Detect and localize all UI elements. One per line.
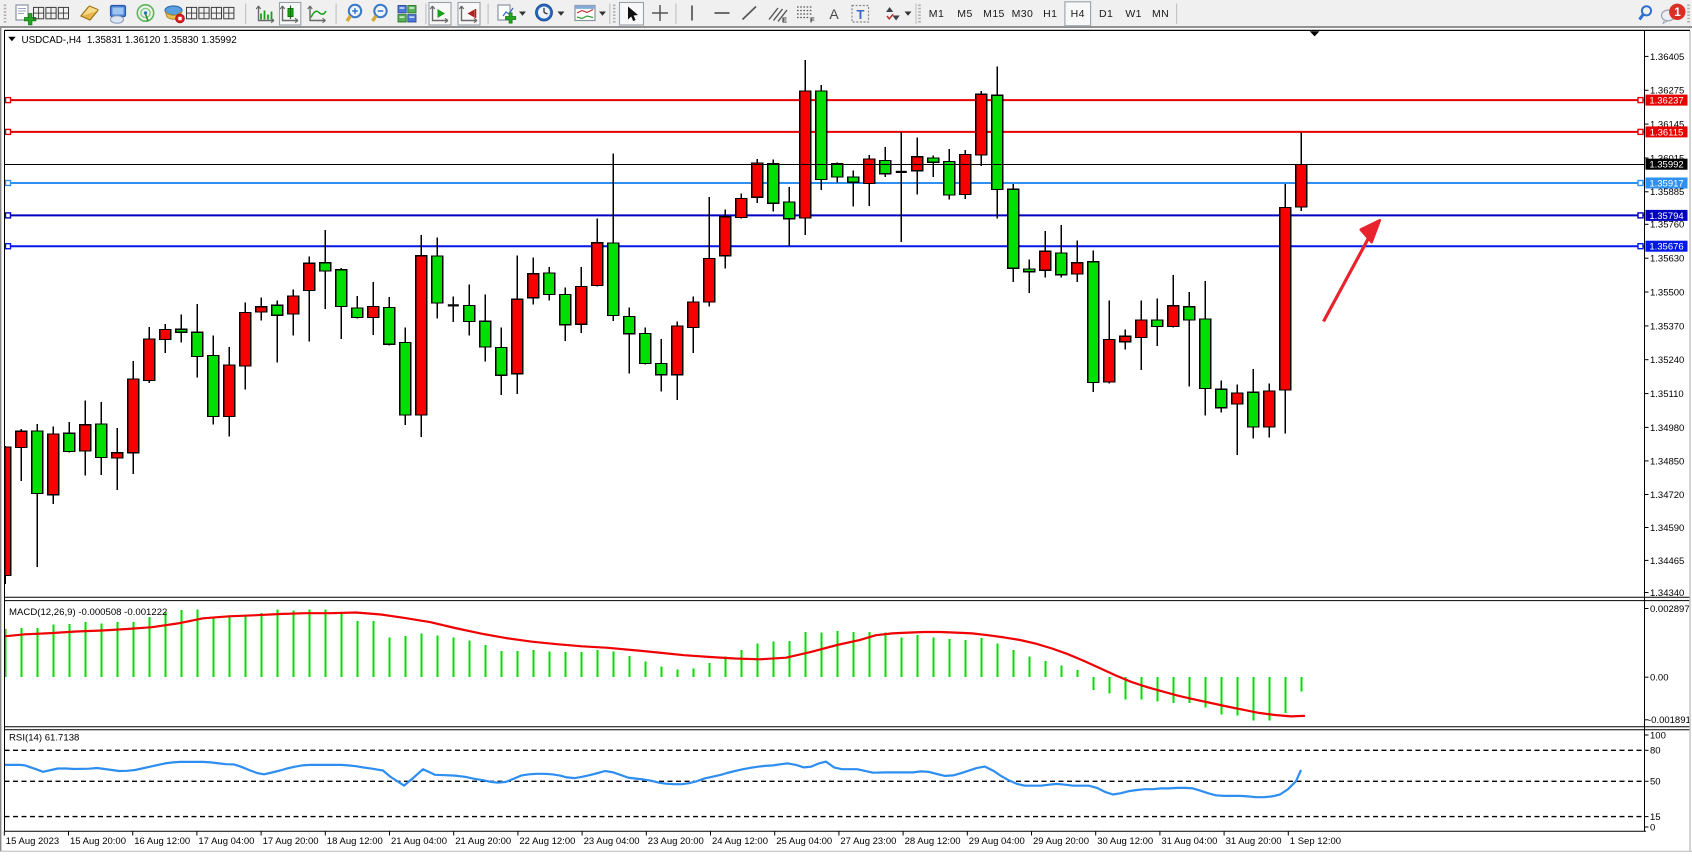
svg-text:1.36405: 1.36405 bbox=[1650, 52, 1684, 63]
svg-text:M1: M1 bbox=[929, 8, 944, 20]
svg-text:25 Aug 04:00: 25 Aug 04:00 bbox=[776, 836, 832, 847]
svg-text:E: E bbox=[782, 16, 787, 25]
svg-text:30 Aug 12:00: 30 Aug 12:00 bbox=[1097, 836, 1153, 847]
svg-text:29 Aug 04:00: 29 Aug 04:00 bbox=[969, 836, 1025, 847]
svg-text:1: 1 bbox=[1674, 5, 1681, 19]
svg-text:1.34590: 1.34590 bbox=[1650, 523, 1684, 534]
svg-text:18 Aug 12:00: 18 Aug 12:00 bbox=[327, 836, 383, 847]
svg-text:MN: MN bbox=[1152, 8, 1169, 20]
svg-text:1.35240: 1.35240 bbox=[1650, 355, 1684, 366]
svg-text:15 Aug 2023: 15 Aug 2023 bbox=[6, 836, 59, 847]
svg-text:27 Aug 23:00: 27 Aug 23:00 bbox=[840, 836, 896, 847]
svg-text:1.36237: 1.36237 bbox=[1649, 96, 1683, 107]
svg-text:1.36145: 1.36145 bbox=[1650, 120, 1684, 131]
svg-text:21 Aug 04:00: 21 Aug 04:00 bbox=[391, 836, 447, 847]
svg-text:1.35676: 1.35676 bbox=[1649, 242, 1683, 253]
svg-text:23 Aug 20:00: 23 Aug 20:00 bbox=[648, 836, 704, 847]
svg-text:50: 50 bbox=[1650, 777, 1661, 788]
svg-text:MACD(12,26,9) -0.000508 -0.001: MACD(12,26,9) -0.000508 -0.001222 bbox=[9, 607, 167, 618]
svg-text:21 Aug 20:00: 21 Aug 20:00 bbox=[455, 836, 511, 847]
svg-text:17 Aug 04:00: 17 Aug 04:00 bbox=[198, 836, 254, 847]
svg-text:100: 100 bbox=[1650, 730, 1666, 741]
svg-text:T: T bbox=[857, 7, 865, 22]
svg-text:28 Aug 12:00: 28 Aug 12:00 bbox=[905, 836, 961, 847]
svg-text:31 Aug 20:00: 31 Aug 20:00 bbox=[1226, 836, 1282, 847]
svg-text:1.35630: 1.35630 bbox=[1650, 254, 1684, 265]
svg-text:1.34980: 1.34980 bbox=[1650, 423, 1684, 434]
svg-text:24 Aug 12:00: 24 Aug 12:00 bbox=[712, 836, 768, 847]
svg-text:15 Aug 20:00: 15 Aug 20:00 bbox=[70, 836, 126, 847]
svg-text:1.35794: 1.35794 bbox=[1649, 211, 1683, 222]
svg-text:M5: M5 bbox=[957, 8, 972, 20]
svg-text:M30: M30 bbox=[1012, 8, 1034, 20]
svg-text:M15: M15 bbox=[983, 8, 1005, 20]
svg-text:0.002897: 0.002897 bbox=[1650, 604, 1690, 615]
svg-text:1.34465: 1.34465 bbox=[1650, 556, 1684, 567]
svg-text:1.34720: 1.34720 bbox=[1650, 490, 1684, 501]
svg-text:1.34340: 1.34340 bbox=[1650, 588, 1684, 599]
svg-text:23 Aug 04:00: 23 Aug 04:00 bbox=[584, 836, 640, 847]
svg-text:22 Aug 12:00: 22 Aug 12:00 bbox=[519, 836, 575, 847]
svg-text:1.35500: 1.35500 bbox=[1650, 287, 1684, 298]
svg-text:16 Aug 12:00: 16 Aug 12:00 bbox=[134, 836, 190, 847]
svg-text:RSI(14) 61.7138: RSI(14) 61.7138 bbox=[9, 733, 79, 744]
svg-text:1.35110: 1.35110 bbox=[1650, 389, 1684, 400]
svg-text:-0.001891: -0.001891 bbox=[1648, 715, 1691, 726]
svg-text:31 Aug 04:00: 31 Aug 04:00 bbox=[1161, 836, 1217, 847]
svg-text:15: 15 bbox=[1650, 812, 1661, 823]
svg-text:1.35370: 1.35370 bbox=[1650, 321, 1684, 332]
svg-text:1.35760: 1.35760 bbox=[1650, 220, 1684, 231]
svg-text:A: A bbox=[829, 6, 839, 22]
svg-text:0: 0 bbox=[1650, 822, 1655, 833]
svg-text:1 Sep 12:00: 1 Sep 12:00 bbox=[1290, 836, 1341, 847]
svg-text:D1: D1 bbox=[1099, 8, 1113, 20]
svg-text:1.36115: 1.36115 bbox=[1650, 127, 1684, 138]
svg-text:1.36275: 1.36275 bbox=[1650, 86, 1684, 97]
svg-text:1.35917: 1.35917 bbox=[1649, 179, 1683, 190]
svg-text:0.00: 0.00 bbox=[1650, 673, 1669, 684]
svg-text:1.35885: 1.35885 bbox=[1650, 187, 1684, 198]
svg-text:H1: H1 bbox=[1043, 8, 1057, 20]
svg-text:H4: H4 bbox=[1071, 8, 1085, 20]
svg-text:F: F bbox=[810, 16, 815, 25]
svg-text:17 Aug 20:00: 17 Aug 20:00 bbox=[263, 836, 319, 847]
svg-text:1.35992: 1.35992 bbox=[1649, 160, 1683, 171]
svg-text:W1: W1 bbox=[1125, 8, 1142, 20]
svg-text:USDCAD-,H4 1.35831 1.36120 1.: USDCAD-,H4 1.35831 1.36120 1.35830 1.359… bbox=[22, 35, 237, 46]
svg-text:80: 80 bbox=[1650, 746, 1661, 757]
svg-text:1.34850: 1.34850 bbox=[1650, 456, 1684, 467]
svg-text:29 Aug 20:00: 29 Aug 20:00 bbox=[1033, 836, 1089, 847]
